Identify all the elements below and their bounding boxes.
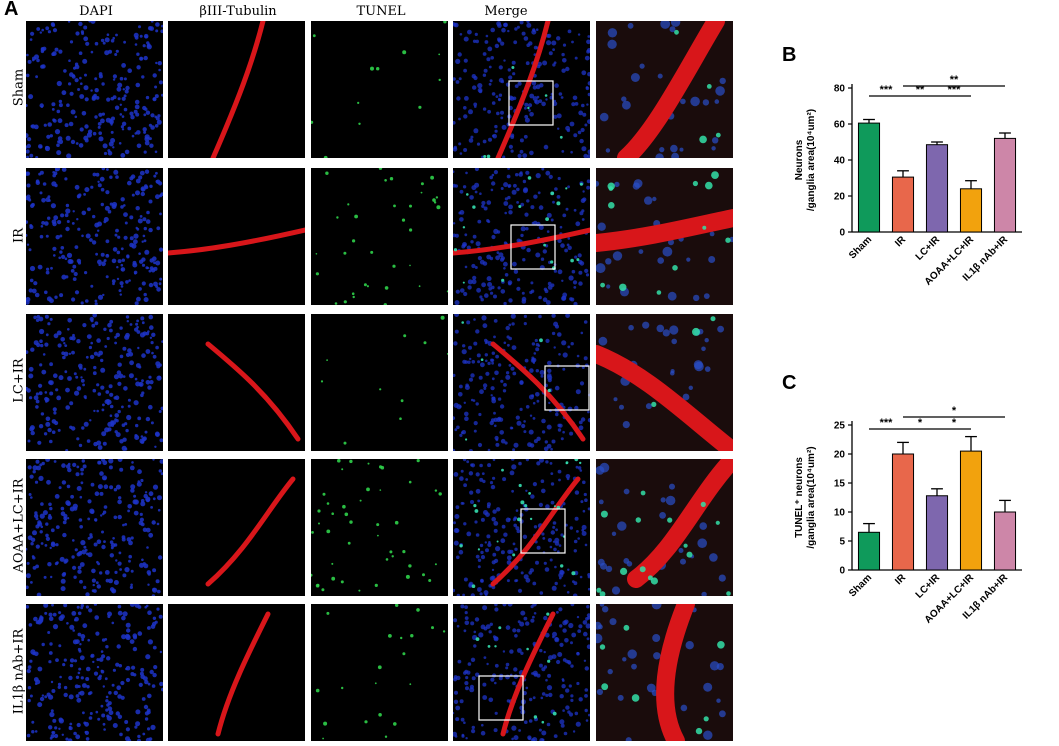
micrograph-zoom-row-4 [596, 459, 733, 596]
row-label-aoaa-lc-ir: AOAA+LC+IR [11, 478, 27, 573]
bar-aoaa-lc-ir [959, 188, 983, 233]
micrograph-merge-row-1 [453, 21, 590, 158]
bar-ir [891, 453, 915, 571]
micrograph-zoom-row-5 [596, 604, 733, 741]
bar-lc-ir [925, 144, 949, 233]
bar-il1-nab-ir [993, 511, 1017, 571]
micrograph-tunel-row-4 [311, 459, 448, 596]
micrograph-tunel-row-3 [311, 314, 448, 451]
y-tick-label: 10 [834, 508, 846, 519]
micrograph-tubulin-row-2 [168, 168, 305, 305]
significance-label: *** [880, 417, 894, 429]
micrograph-dapi-row-1 [26, 21, 163, 158]
bar-chart-c: 0 5 10 15 20 25 TUNEL⁺ neurons/ganglia area(10… [794, 405, 1022, 626]
micrograph-zoom-row-1 [596, 21, 733, 158]
micrograph-tunel-row-2 [311, 168, 448, 305]
y-tick-label: 0 [839, 228, 845, 239]
row-label-il1b-nab-ir: IL1β nAb+IR [11, 628, 27, 715]
micrograph-merge-row-4 [453, 459, 590, 596]
x-tick-label: Sham [847, 572, 874, 599]
row-label-ir: IR [11, 228, 27, 243]
y-axis-label-line1: Neurons [794, 139, 805, 180]
bar-sham [857, 122, 881, 233]
column-label-tunel: TUNEL [356, 4, 406, 19]
y-tick-label: 0 [839, 566, 845, 577]
y-tick-label: 20 [834, 192, 846, 203]
y-tick-label: 5 [839, 537, 845, 548]
column-label-dapi: DAPI [79, 4, 113, 19]
micrograph-merge-row-3 [453, 314, 590, 451]
bar-chart-b: 0 20 40 60 80 Neurons/ganglia area(10⁴um²) Sha… [794, 74, 1022, 288]
y-tick-label: 20 [834, 450, 846, 461]
micrograph-dapi-row-3 [26, 314, 163, 451]
column-label-tubulin: βIII-Tubulin [199, 4, 277, 19]
y-tick-label: 40 [834, 156, 846, 167]
y-axis-label-line2: /ganglia area(10⁴um²) [806, 109, 817, 211]
y-tick-label: 80 [834, 84, 846, 95]
micrograph-tubulin-row-4 [168, 459, 305, 596]
micrograph-tunel-row-1 [311, 21, 448, 158]
significance-label: * [952, 417, 957, 429]
column-label-merge: Merge [484, 4, 528, 19]
micrograph-dapi-row-5 [26, 604, 163, 741]
x-tick-label: Sham [847, 234, 874, 261]
y-axis-label-line1: TUNEL⁺ neurons [794, 457, 805, 538]
bar-sham [857, 531, 881, 571]
x-tick-label: LC+IR [914, 572, 943, 601]
bar-ir [891, 176, 915, 233]
significance-label: * [918, 417, 923, 429]
micrograph-dapi-row-4 [26, 459, 163, 596]
y-axis-label-line2: /ganglia area(10⁴um²) [806, 446, 817, 548]
bar-il1-nab-ir [993, 137, 1017, 233]
micrograph-tubulin-row-5 [168, 604, 305, 741]
micrograph-tubulin-row-1 [168, 21, 305, 158]
y-tick-label: 25 [834, 421, 846, 432]
bar-aoaa-lc-ir [959, 450, 983, 571]
micrograph-zoom-row-3 [596, 314, 733, 451]
y-tick-label: 60 [834, 120, 846, 131]
x-tick-label: LC+IR [914, 234, 943, 263]
significance-label: *** [880, 84, 894, 96]
micrograph-merge-row-5 [453, 604, 590, 741]
panel-b-letter: B [782, 44, 797, 66]
panel-c-letter: C [782, 372, 797, 394]
micrograph-zoom-row-2 [596, 168, 733, 305]
micrograph-dapi-row-2 [26, 168, 163, 305]
significance-label: * [952, 405, 957, 417]
y-tick-label: 15 [834, 479, 846, 490]
micrograph-tunel-row-5 [311, 604, 448, 741]
x-tick-label: IR [893, 572, 908, 587]
bar-lc-ir [925, 495, 949, 571]
row-label-sham: Sham [11, 68, 27, 107]
row-label-lc-ir: LC+IR [11, 358, 27, 403]
significance-label: ** [916, 84, 925, 96]
panel-a-letter: A [4, 0, 19, 20]
significance-label: *** [948, 84, 962, 96]
micrograph-tubulin-row-3 [168, 314, 305, 451]
micrograph-merge-row-2 [453, 168, 590, 305]
x-tick-label: IR [893, 234, 908, 249]
significance-label: ** [950, 74, 959, 86]
